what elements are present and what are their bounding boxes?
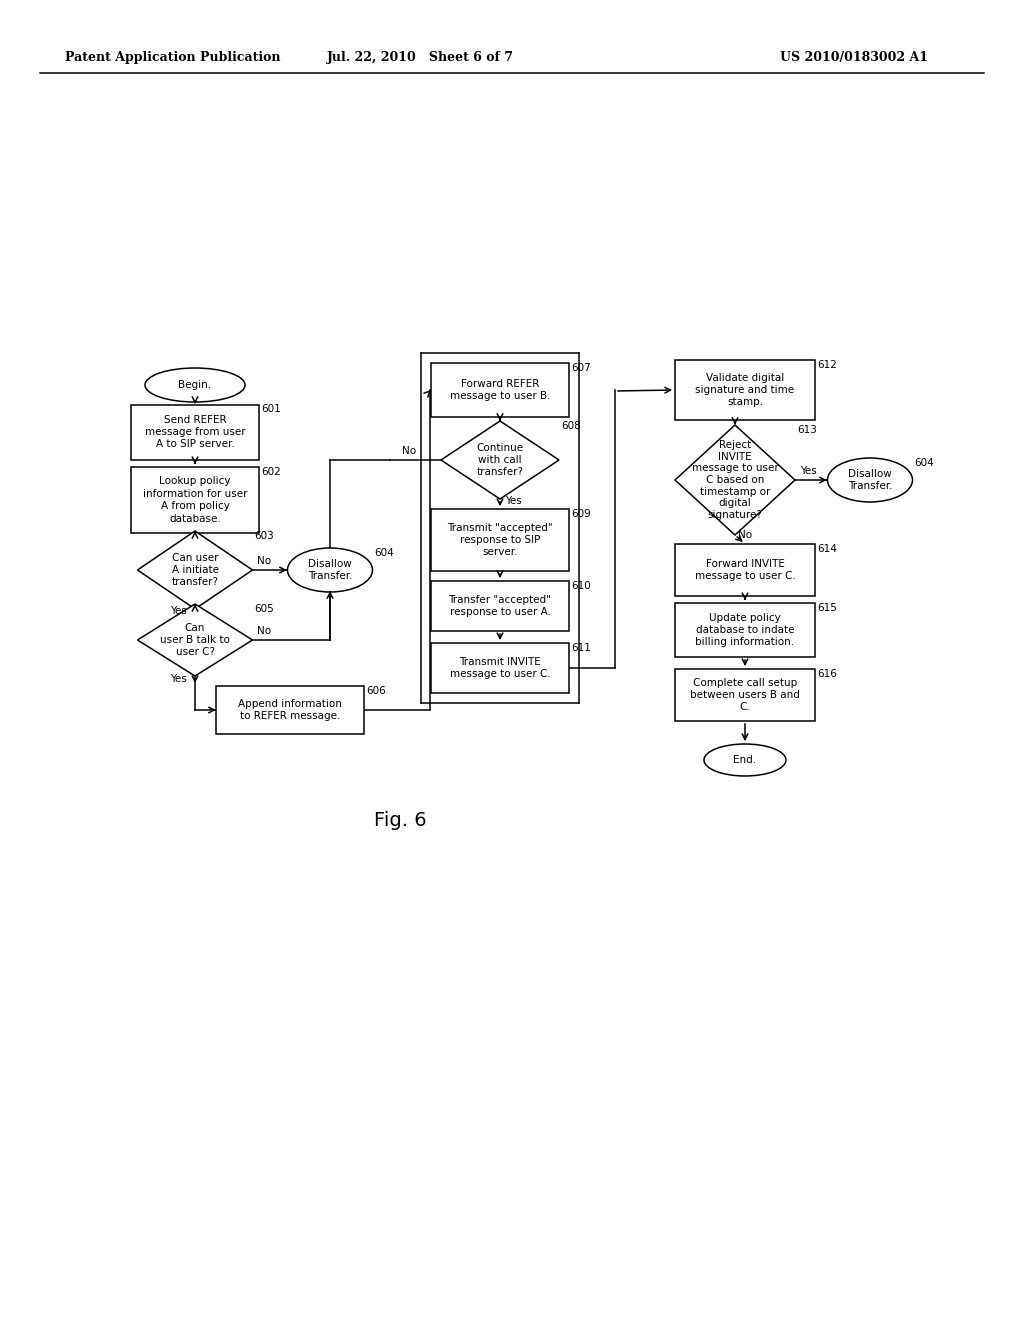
Text: End.: End. [733,755,757,766]
Text: 603: 603 [255,531,274,541]
Polygon shape [137,531,253,609]
FancyBboxPatch shape [675,360,815,420]
Text: 610: 610 [571,581,591,591]
Text: No: No [738,531,752,540]
Text: Yes: Yes [170,675,186,684]
Text: Continue
with call
transfer?: Continue with call transfer? [476,444,523,477]
Text: Forward REFER
message to user B.: Forward REFER message to user B. [450,379,550,401]
Text: 613: 613 [797,425,817,436]
Text: Disallow
Transfer.: Disallow Transfer. [848,469,892,491]
Text: Jul. 22, 2010   Sheet 6 of 7: Jul. 22, 2010 Sheet 6 of 7 [327,50,513,63]
Text: Append information
to REFER message.: Append information to REFER message. [238,698,342,721]
Ellipse shape [288,548,373,591]
Text: 601: 601 [261,404,281,414]
Text: Transfer "accepted"
response to user A.: Transfer "accepted" response to user A. [449,595,552,618]
Text: 609: 609 [571,510,591,519]
Ellipse shape [145,368,245,403]
FancyBboxPatch shape [131,467,259,533]
Text: 615: 615 [817,603,837,612]
Text: No: No [401,446,416,455]
Ellipse shape [827,458,912,502]
Text: Yes: Yes [800,466,817,477]
Text: Yes: Yes [170,606,186,616]
Polygon shape [441,421,559,499]
Text: Disallow
Transfer.: Disallow Transfer. [308,558,352,581]
Text: Begin.: Begin. [178,380,212,389]
Text: 607: 607 [571,363,591,374]
Text: 605: 605 [255,605,274,614]
Text: No: No [257,556,271,566]
Text: Lookup policy
information for user
A from policy
database.: Lookup policy information for user A fro… [142,477,247,524]
Text: US 2010/0183002 A1: US 2010/0183002 A1 [780,50,928,63]
Text: Forward INVITE
message to user C.: Forward INVITE message to user C. [694,558,796,581]
FancyBboxPatch shape [431,510,569,572]
Text: Patent Application Publication: Patent Application Publication [65,50,281,63]
FancyBboxPatch shape [675,603,815,657]
Text: Complete call setup
between users B and
C.: Complete call setup between users B and … [690,677,800,713]
Ellipse shape [705,744,786,776]
Text: 611: 611 [571,643,591,653]
Polygon shape [137,605,253,676]
Text: 602: 602 [261,467,281,477]
Text: Reject
INVITE
message to user
C based on
timestamp or
digital
signature?: Reject INVITE message to user C based on… [691,440,778,520]
Text: 606: 606 [366,686,386,696]
FancyBboxPatch shape [131,404,259,459]
Polygon shape [675,425,795,535]
Text: No: No [257,626,271,636]
Text: 604: 604 [914,458,934,469]
Text: Can
user B talk to
user C?: Can user B talk to user C? [160,623,230,656]
Text: 604: 604 [375,548,394,558]
Text: Fig. 6: Fig. 6 [374,810,426,829]
FancyBboxPatch shape [431,363,569,417]
Text: 614: 614 [817,544,837,554]
Text: Can user
A initiate
transfer?: Can user A initiate transfer? [171,553,218,586]
Text: 612: 612 [817,360,837,370]
FancyBboxPatch shape [431,643,569,693]
FancyBboxPatch shape [675,669,815,721]
Text: Transmit INVITE
message to user C.: Transmit INVITE message to user C. [450,657,550,680]
Text: 608: 608 [561,421,581,432]
Text: Yes: Yes [505,496,522,506]
Text: 616: 616 [817,669,837,678]
FancyBboxPatch shape [431,581,569,631]
Text: Update policy
database to indate
billing information.: Update policy database to indate billing… [695,612,795,647]
FancyBboxPatch shape [675,544,815,597]
FancyBboxPatch shape [216,686,364,734]
Text: Send REFER
message from user
A to SIP server.: Send REFER message from user A to SIP se… [144,414,246,449]
Text: Validate digital
signature and time
stamp.: Validate digital signature and time stam… [695,372,795,408]
Text: Transmit "accepted"
response to SIP
server.: Transmit "accepted" response to SIP serv… [447,523,553,557]
